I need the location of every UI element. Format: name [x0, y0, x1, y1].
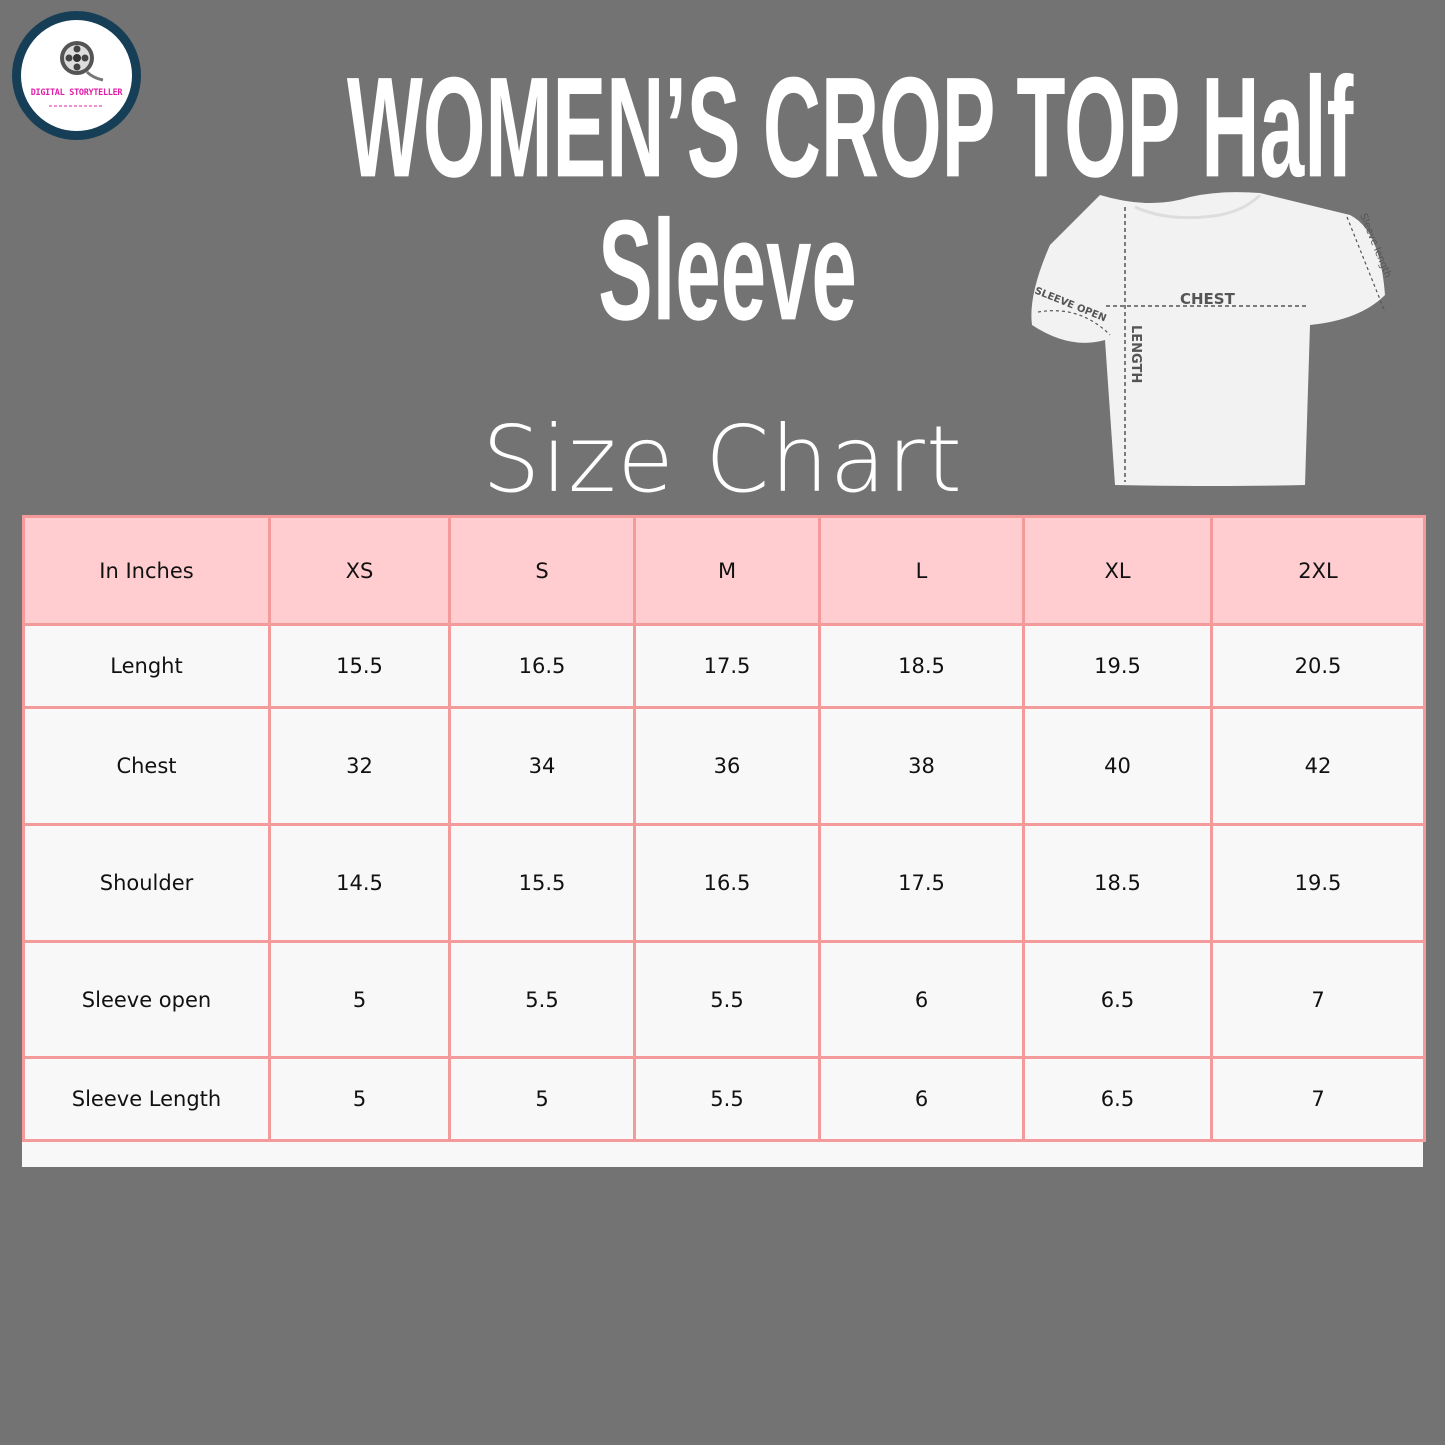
table-header-row: In Inches XS S M L XL 2XL — [22, 515, 1426, 626]
length-label: LENGTH — [1128, 325, 1143, 383]
table-cell: 5.5 — [633, 940, 821, 1059]
size-table: In Inches XS S M L XL 2XL Lenght 15.5 16.5… — [22, 515, 1426, 1167]
table-cell: 18.5 — [818, 623, 1025, 709]
chest-label: CHEST — [1180, 290, 1236, 308]
table-cell: 7 — [1210, 940, 1426, 1059]
table-cell: 14.5 — [268, 823, 451, 943]
header-cell: In Inches — [22, 515, 271, 626]
header-cell: M — [633, 515, 821, 626]
table-cell: 5.5 — [448, 940, 636, 1059]
table-cell: 6 — [818, 940, 1025, 1059]
header-cell: S — [448, 515, 636, 626]
row-label: Lenght — [22, 623, 271, 709]
header-cell: 2XL — [1210, 515, 1426, 626]
page-title-line1: WOMEN’S CROP TOP Half — [346, 47, 1354, 207]
table-cell: 5 — [448, 1056, 636, 1142]
table-cell: 40 — [1022, 706, 1213, 826]
table-cell: 36 — [633, 706, 821, 826]
table-cell: 15.5 — [268, 623, 451, 709]
table-cell: 6.5 — [1022, 940, 1213, 1059]
table-row: Sleeve Length 5 5 5.5 6 6.5 7 — [22, 1056, 1426, 1142]
header-cell: XS — [268, 515, 451, 626]
film-reel-icon — [49, 41, 104, 107]
table-cell: 5 — [268, 1056, 451, 1142]
page-title-line2: Sleeve — [598, 190, 858, 350]
crop-top-diagram: CHEST LENGTH SLEEVE OPEN Sleeve length — [1031, 192, 1393, 486]
table-cell: 16.5 — [448, 623, 636, 709]
table-cell: 5 — [268, 940, 451, 1059]
table-cell: 19.5 — [1022, 623, 1213, 709]
row-label: Sleeve open — [22, 940, 271, 1059]
table-cell: 17.5 — [633, 623, 821, 709]
table-cell: 20.5 — [1210, 623, 1426, 709]
header-cell: L — [818, 515, 1025, 626]
table-row: Lenght 15.5 16.5 17.5 18.5 19.5 20.5 — [22, 623, 1426, 709]
logo-text: DIGITAL STORYTELLER — [30, 88, 123, 98]
table-row: Shoulder 14.5 15.5 16.5 17.5 18.5 19.5 — [22, 823, 1426, 943]
table-cell: 6 — [818, 1056, 1025, 1142]
table-cell: 16.5 — [633, 823, 821, 943]
table-cell: 32 — [268, 706, 451, 826]
row-label: Shoulder — [22, 823, 271, 943]
table-row: Sleeve open 5 5.5 5.5 6 6.5 7 — [22, 940, 1426, 1059]
table-cell: 17.5 — [818, 823, 1025, 943]
table-cell: 6.5 — [1022, 1056, 1213, 1142]
table-cell: 18.5 — [1022, 823, 1213, 943]
table-cell: 7 — [1210, 1056, 1426, 1142]
table-cell: 42 — [1210, 706, 1426, 826]
table-cell: 19.5 — [1210, 823, 1426, 943]
header-cell: XL — [1022, 515, 1213, 626]
table-cell: 34 — [448, 706, 636, 826]
row-label: Chest — [22, 706, 271, 826]
table-cell: 5.5 — [633, 1056, 821, 1142]
table-cell: 38 — [818, 706, 1025, 826]
row-label: Sleeve Length — [22, 1056, 271, 1142]
table-row: Chest 32 34 36 38 40 42 — [22, 706, 1426, 826]
brand-logo: DIGITAL STORYTELLER — [12, 11, 141, 140]
table-cell: 15.5 — [448, 823, 636, 943]
size-chart-heading: Size Chart — [482, 406, 963, 513]
